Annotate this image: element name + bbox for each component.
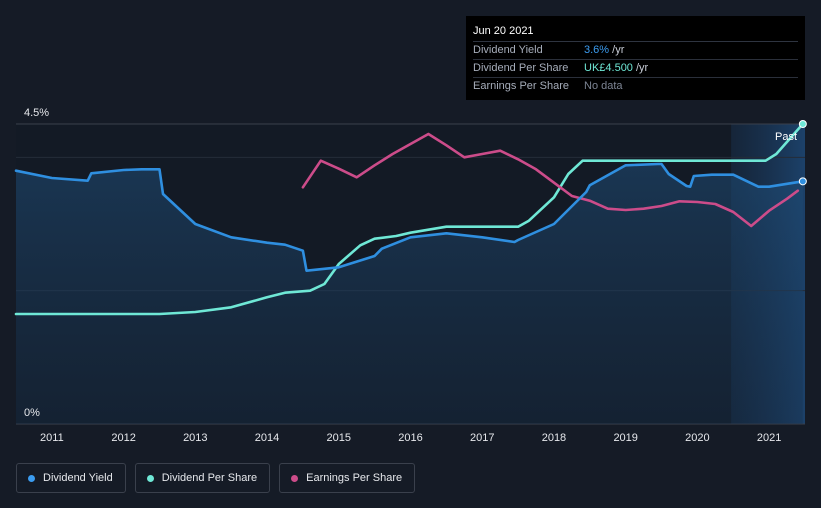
dividend-yield-marker [798,177,807,186]
past-label: Past [775,131,797,143]
dividend-per-share-line [14,122,805,316]
y-axis-max-label: 4.5% [24,107,49,119]
x-tick-label: 2012 [111,432,135,444]
chart-legend: Dividend Yield Dividend Per Share Earnin… [16,463,416,493]
tooltip-value: UK£4.500 [584,62,633,74]
tooltip-row-earnings-per-share: Earnings Per Share No data [473,78,798,95]
x-tick-label: 2017 [470,432,494,444]
dividend-yield-area [16,164,803,424]
x-tick-label: 2013 [183,432,207,444]
tooltip-row-dividend-yield: Dividend Yield 3.6% /yr [473,42,798,60]
legend-label: Dividend Yield [43,472,113,484]
tooltip-label: Dividend Per Share [473,62,569,74]
legend-swatch [291,474,299,482]
legend-label: Dividend Per Share [161,472,258,484]
tooltip-value: 3.6% [584,44,610,56]
legend-item-dividend-yield[interactable]: Dividend Yield [16,463,126,493]
tooltip-label: Earnings Per Share [473,80,569,92]
tooltip-row-dividend-per-share: Dividend Per Share UK£4.500 /yr [473,60,798,78]
tooltip-unit: /yr [609,44,625,56]
x-tick-label: 2014 [255,432,279,444]
dividend-per-share-marker [798,120,807,128]
x-tick-label: 2019 [613,432,637,444]
x-tick-label: 2015 [327,432,351,444]
legend-label: Earnings Per Share [306,472,403,484]
x-tick-label: 2021 [757,432,781,444]
data-tooltip: Jun 20 2021 Dividend Yield 3.6% /yr Divi… [466,16,805,100]
x-tick-label: 2018 [542,432,566,444]
tooltip-date: Jun 20 2021 [473,23,798,42]
earnings-per-share-line [301,132,800,228]
legend-item-dividend-per-share[interactable]: Dividend Per Share [134,463,271,493]
x-tick-label: 2011 [40,432,64,444]
dividend-yield-line [14,162,805,272]
legend-swatch [28,474,35,482]
legend-item-earnings-per-share[interactable]: Earnings Per Share [279,463,416,493]
legend-swatch [146,474,154,482]
y-axis-min-label: 0% [24,407,40,419]
tooltip-value: No data [584,80,623,92]
tooltip-unit: /yr [632,62,649,74]
x-tick-label: 2016 [398,432,422,444]
tooltip-label: Dividend Yield [473,44,543,56]
x-tick-label: 2020 [685,432,709,444]
